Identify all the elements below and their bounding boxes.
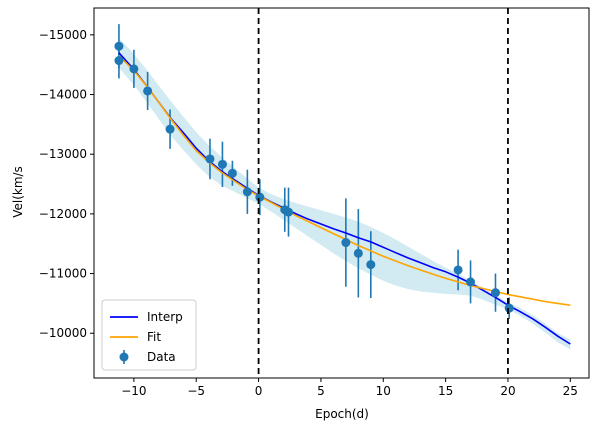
y-tick-label: −14000: [39, 88, 87, 102]
plot-area: [114, 8, 571, 378]
data-point: [466, 277, 476, 287]
x-tick-label: −5: [187, 384, 205, 398]
y-tick-label: −10000: [39, 326, 87, 340]
legend-label-interp: Interp: [147, 310, 183, 324]
plot-frame: [93, 7, 590, 379]
data-point: [453, 265, 463, 275]
fit-line: [118, 55, 571, 306]
x-tick-label: 10: [376, 384, 391, 398]
legend-label-fit: Fit: [147, 330, 161, 344]
legend-swatch-data: [119, 352, 129, 362]
data-point: [284, 207, 294, 217]
axes: −10 −5 0 5 10 15 20 25 −10000 −11000 −12000 −13000 −…: [39, 7, 590, 398]
x-tick-label: 0: [255, 384, 263, 398]
data-point: [129, 64, 139, 74]
interp-line: [118, 52, 571, 345]
data-point: [353, 248, 363, 258]
confidence-band: [118, 37, 571, 350]
data-point: [205, 154, 215, 164]
data-point: [341, 238, 351, 248]
data-point: [227, 168, 237, 178]
data-point: [255, 192, 265, 202]
data-point: [504, 303, 514, 313]
x-tick-label: 25: [563, 384, 578, 398]
x-axis-label: Epoch(d): [315, 407, 369, 421]
data-point: [217, 159, 227, 169]
x-tick-label: 15: [438, 384, 453, 398]
data-point: [114, 41, 124, 51]
data-point: [366, 260, 376, 270]
data-point: [242, 187, 252, 197]
y-tick-label: −13000: [39, 147, 87, 161]
data-point: [143, 86, 153, 96]
y-tick-label: −12000: [39, 207, 87, 221]
y-tick-label: −11000: [39, 267, 87, 281]
x-tick-label: −10: [121, 384, 146, 398]
x-tick-label: 5: [317, 384, 325, 398]
data-point: [165, 124, 175, 134]
legend-label-data: Data: [147, 350, 176, 364]
data-point: [114, 56, 124, 66]
x-tick-label: 20: [500, 384, 515, 398]
y-tick-label: −15000: [39, 28, 87, 42]
legend: Interp Fit Data: [101, 299, 197, 371]
data-point: [490, 288, 500, 298]
y-axis-label: Vel(km/s: [11, 166, 25, 218]
